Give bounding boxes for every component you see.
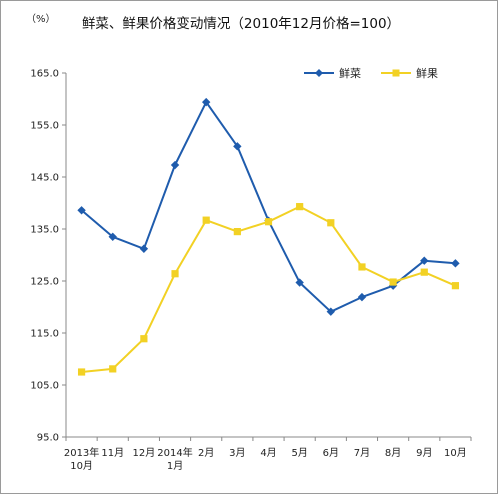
- x-tick-label: 3月: [229, 447, 245, 459]
- y-tick-label: 125.0: [30, 277, 59, 288]
- data-point: [170, 160, 180, 170]
- x-tick-label: 5月: [291, 447, 307, 459]
- data-point: [233, 142, 242, 151]
- data-point: [109, 365, 117, 373]
- y-tick-label: 105.0: [30, 381, 59, 392]
- x-tick-label: 7月: [354, 447, 370, 459]
- legend: 鲜菜 鲜果: [304, 66, 438, 80]
- legend-marker: [315, 69, 323, 77]
- y-axis-unit-label: （%）: [26, 13, 56, 25]
- x-tick-label: 10月: [444, 447, 467, 459]
- x-tick-label: 8月: [385, 447, 401, 459]
- y-axis: 95.0 105.0 115.0 125.0 135.0 145.0 155.0 165.0: [30, 69, 67, 444]
- legend-label: 鲜菜: [339, 66, 361, 80]
- data-point: [233, 228, 241, 236]
- data-point: [77, 206, 86, 215]
- x-tick-label: 6月: [323, 447, 339, 459]
- data-point: [451, 282, 460, 290]
- x-tick-label: 11月: [101, 447, 124, 459]
- data-point: [108, 232, 117, 241]
- x-tick-label: 9月: [416, 447, 432, 459]
- y-tick-label: 165.0: [30, 69, 59, 80]
- data-point: [202, 216, 210, 224]
- data-point: [389, 278, 397, 286]
- x-tick-label: 2014年: [157, 446, 192, 459]
- y-tick-label: 135.0: [30, 225, 59, 236]
- chart-title: 鲜菜、鲜果价格变动情况（2010年12月价格=100）: [82, 16, 400, 32]
- x-tick-label: 10月: [70, 460, 93, 472]
- x-tick-label: 12月: [133, 447, 156, 459]
- data-point: [358, 263, 366, 271]
- series-1: [77, 97, 460, 316]
- data-point: [77, 368, 86, 376]
- series-2: [77, 203, 460, 376]
- data-point: [327, 219, 335, 227]
- data-point: [139, 244, 149, 253]
- data-point: [264, 218, 273, 226]
- data-point: [296, 203, 304, 211]
- data-point: [451, 259, 460, 268]
- y-tick-label: 155.0: [30, 121, 59, 132]
- legend-item: 鲜果: [381, 66, 438, 80]
- x-tick-label: 4月: [260, 447, 276, 459]
- y-tick-label: 115.0: [30, 329, 59, 340]
- data-point: [420, 256, 429, 265]
- data-point: [357, 292, 367, 302]
- data-point: [420, 268, 428, 276]
- data-point: [295, 278, 304, 287]
- data-point: [140, 335, 148, 343]
- legend-item: 鲜菜: [304, 66, 361, 80]
- legend-marker: [392, 69, 400, 77]
- series-layer: [77, 97, 460, 376]
- x-tick-label: 2月: [198, 447, 214, 459]
- y-tick-label: 145.0: [30, 173, 59, 184]
- y-tick-label: 95.0: [37, 433, 59, 444]
- data-point: [171, 270, 179, 278]
- x-tick-label: 2013年: [64, 446, 99, 459]
- data-point: [326, 307, 336, 316]
- legend-label: 鲜果: [416, 66, 438, 80]
- x-tick-label: 1月: [167, 460, 183, 472]
- series-line: [81, 205, 456, 373]
- data-point: [201, 97, 211, 107]
